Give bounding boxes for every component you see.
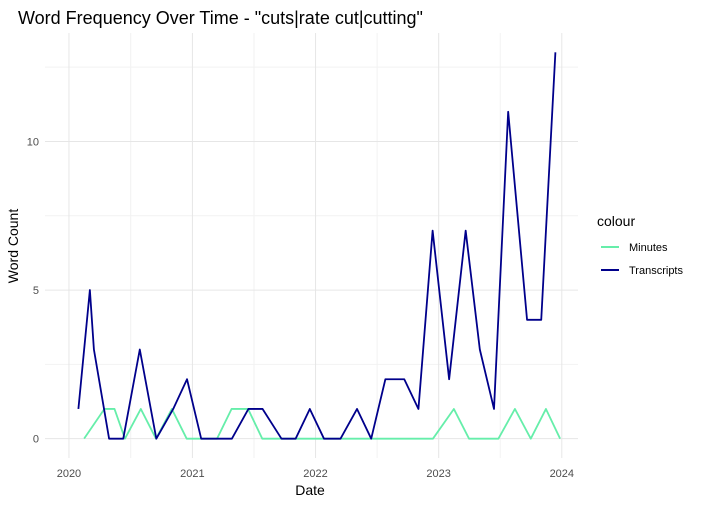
series-line-transcripts <box>77 52 557 440</box>
y-tick-label: 5 <box>33 285 39 297</box>
x-tick-label: 2022 <box>303 468 327 480</box>
x-tick-label: 2021 <box>180 468 204 480</box>
y-tick-label: 0 <box>33 434 39 446</box>
chart-title: Word Frequency Over Time - "cuts|rate cu… <box>18 8 423 28</box>
x-tick-label: 2020 <box>57 468 81 480</box>
series-lines <box>77 52 561 440</box>
legend-items: Minutes Transcripts <box>601 242 683 277</box>
x-axis-ticks: 2020 2021 2022 2023 2024 <box>57 468 574 480</box>
x-tick-label: 2023 <box>426 468 450 480</box>
legend: colour Minutes Transcripts <box>597 213 683 277</box>
y-tick-label: 10 <box>27 136 39 148</box>
x-tick-label: 2024 <box>550 468 574 480</box>
legend-title: colour <box>597 213 635 229</box>
legend-label-transcripts: Transcripts <box>629 265 683 277</box>
x-axis-title: Date <box>295 482 325 498</box>
legend-label-minutes: Minutes <box>629 242 668 254</box>
y-axis-ticks: 0 5 10 <box>27 136 39 445</box>
y-axis-title: Word Count <box>5 209 21 284</box>
